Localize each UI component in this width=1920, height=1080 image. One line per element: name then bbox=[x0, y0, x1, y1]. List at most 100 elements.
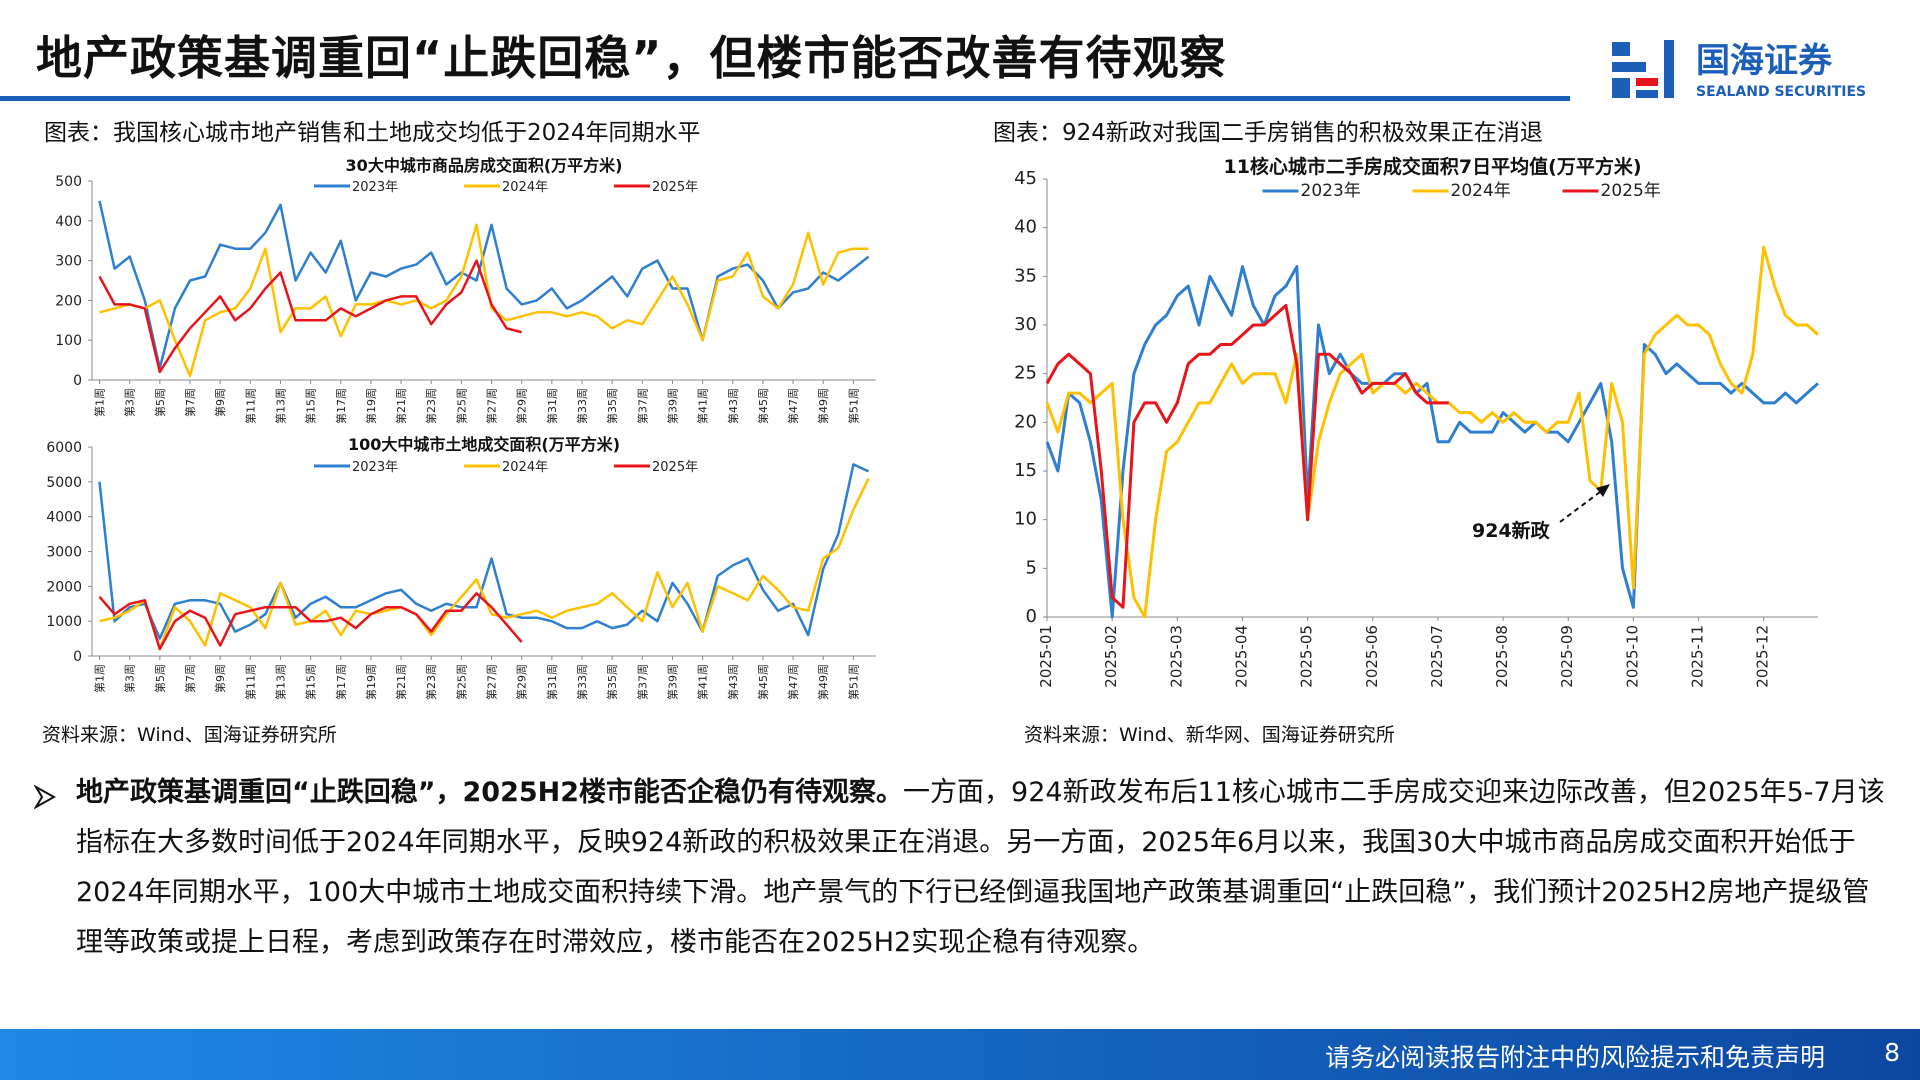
x-tick-label: 第39周 bbox=[665, 664, 679, 700]
header-rule bbox=[0, 96, 1570, 101]
y-tick-label: 35 bbox=[1014, 265, 1037, 286]
x-tick-label: 2025-12 bbox=[1754, 625, 1772, 688]
x-tick-label: 第35周 bbox=[605, 664, 619, 700]
series-line bbox=[1045, 304, 1449, 609]
y-tick-label: 6000 bbox=[46, 440, 82, 456]
x-tick-label: 第23周 bbox=[424, 388, 438, 424]
x-tick-label: 第3周 bbox=[123, 388, 137, 417]
x-tick-label: 第25周 bbox=[454, 388, 468, 424]
y-tick-label: 400 bbox=[55, 214, 82, 230]
legend-label: 2024年 bbox=[1451, 181, 1511, 201]
x-tick-label: 第45周 bbox=[756, 664, 770, 700]
body-text: 地产政策基调重回“止跌回稳”，2025H2楼市能否企稳仍有待观察。一方面，924… bbox=[76, 768, 1888, 968]
series-line bbox=[98, 463, 870, 640]
chart-title: 30大中城市商品房成交面积(万平方米) bbox=[346, 156, 623, 175]
legend-label: 2025年 bbox=[652, 180, 698, 195]
y-tick-label: 100 bbox=[55, 333, 82, 349]
x-tick-label: 第41周 bbox=[696, 388, 710, 424]
y-tick-label: 200 bbox=[55, 293, 82, 309]
x-tick-label: 第13周 bbox=[273, 664, 287, 700]
x-tick-label: 第29周 bbox=[515, 388, 529, 424]
series-line bbox=[99, 477, 870, 651]
x-tick-label: 第33周 bbox=[575, 388, 589, 424]
x-tick-label: 第31周 bbox=[545, 664, 559, 700]
chart-title: 100大中城市土地成交面积(万平方米) bbox=[348, 435, 620, 454]
x-tick-label: 2025-07 bbox=[1428, 625, 1446, 688]
slide-title: 地产政策基调重回“止跌回稳”，但楼市能否改善有待观察 bbox=[36, 31, 1227, 85]
y-tick-label: 40 bbox=[1014, 217, 1037, 238]
chart-title: 11核心城市二手房成交面积7日平均值(万平方米) bbox=[1223, 155, 1641, 178]
x-tick-label: 第11周 bbox=[243, 664, 257, 700]
legend-label: 2024年 bbox=[502, 180, 548, 195]
x-tick-label: 第19周 bbox=[364, 664, 378, 700]
footer: 请务必阅读报告附注中的风险提示和免责声明 8 bbox=[0, 1029, 1920, 1080]
page-number: 8 bbox=[1884, 1038, 1900, 1067]
x-tick-label: 第17周 bbox=[334, 664, 348, 700]
x-tick-label: 2025-04 bbox=[1232, 625, 1250, 688]
x-tick-label: 第51周 bbox=[846, 664, 860, 700]
x-tick-label: 第47周 bbox=[786, 664, 800, 700]
y-tick-label: 0 bbox=[73, 373, 82, 389]
x-tick-label: 第7周 bbox=[183, 388, 197, 417]
legend-label: 2023年 bbox=[1301, 181, 1361, 201]
legend-label: 2025年 bbox=[652, 460, 698, 475]
legend-label: 2024年 bbox=[502, 460, 548, 475]
x-tick-label: 2025-03 bbox=[1167, 625, 1185, 688]
x-tick-label: 第51周 bbox=[846, 388, 860, 424]
x-tick-label: 第21周 bbox=[394, 664, 408, 700]
x-tick-label: 第49周 bbox=[816, 664, 830, 700]
x-tick-label: 第3周 bbox=[123, 664, 137, 693]
x-tick-label: 第31周 bbox=[545, 388, 559, 424]
source-note: 资料来源：Wind、新华网、国海证券研究所 bbox=[1024, 724, 1395, 746]
y-tick-label: 0 bbox=[1026, 606, 1037, 627]
legend-label: 2023年 bbox=[352, 180, 398, 195]
annotation-arrowhead bbox=[1596, 484, 1610, 497]
disclaimer: 请务必阅读报告附注中的风险提示和免责声明 bbox=[1324, 1043, 1825, 1072]
x-tick-label: 第45周 bbox=[756, 388, 770, 424]
x-tick-label: 第17周 bbox=[334, 388, 348, 424]
y-tick-label: 300 bbox=[55, 254, 82, 270]
x-tick-label: 2025-10 bbox=[1623, 625, 1641, 688]
x-tick-label: 2025-02 bbox=[1102, 625, 1120, 688]
x-tick-label: 第27周 bbox=[485, 388, 499, 424]
y-tick-label: 500 bbox=[55, 174, 82, 190]
annotation-arrow bbox=[1559, 488, 1605, 523]
x-tick-label: 第5周 bbox=[153, 664, 167, 693]
x-tick-label: 第37周 bbox=[635, 664, 649, 700]
source-note: 资料来源：Wind、国海证券研究所 bbox=[42, 724, 337, 746]
y-tick-label: 4000 bbox=[46, 510, 82, 526]
x-tick-label: 2025-09 bbox=[1558, 625, 1576, 688]
x-tick-label: 第43周 bbox=[726, 664, 740, 700]
x-tick-label: 第19周 bbox=[364, 388, 378, 424]
series-line bbox=[98, 592, 523, 651]
x-tick-label: 第41周 bbox=[696, 664, 710, 700]
x-tick-label: 第21周 bbox=[394, 388, 408, 424]
y-tick-label: 25 bbox=[1014, 363, 1037, 384]
x-tick-label: 第29周 bbox=[515, 664, 529, 700]
y-tick-label: 20 bbox=[1014, 411, 1037, 432]
x-tick-label: 第37周 bbox=[635, 388, 649, 424]
y-tick-label: 5 bbox=[1026, 557, 1037, 578]
x-tick-label: 第43周 bbox=[726, 388, 740, 424]
x-tick-label: 2025-01 bbox=[1037, 625, 1055, 688]
series-line bbox=[98, 259, 523, 374]
legend-label: 2025年 bbox=[1601, 181, 1661, 201]
series-line bbox=[1045, 265, 1819, 619]
x-tick-label: 第15周 bbox=[304, 388, 318, 424]
y-tick-label: 1000 bbox=[46, 614, 82, 630]
x-tick-label: 第27周 bbox=[485, 664, 499, 700]
body-rest: 一方面，924新政发布后11核心城市二手房成交迎来边际改善，但2025年5-7月… bbox=[76, 777, 1885, 958]
body-lead: 地产政策基调重回“止跌回稳”，2025H2楼市能否企稳仍有待观察。 bbox=[76, 777, 904, 808]
x-tick-label: 第15周 bbox=[304, 664, 318, 700]
y-tick-label: 0 bbox=[73, 649, 82, 665]
y-tick-label: 45 bbox=[1014, 168, 1037, 189]
x-tick-label: 2025-06 bbox=[1363, 625, 1381, 688]
y-tick-label: 15 bbox=[1014, 460, 1037, 481]
y-tick-label: 2000 bbox=[46, 579, 82, 595]
series-line bbox=[1045, 245, 1819, 619]
x-tick-label: 第9周 bbox=[213, 664, 227, 693]
x-tick-label: 第23周 bbox=[424, 664, 438, 700]
legend-label: 2023年 bbox=[352, 460, 398, 475]
logo-en: SEALAND SECURITIES bbox=[1696, 84, 1866, 100]
